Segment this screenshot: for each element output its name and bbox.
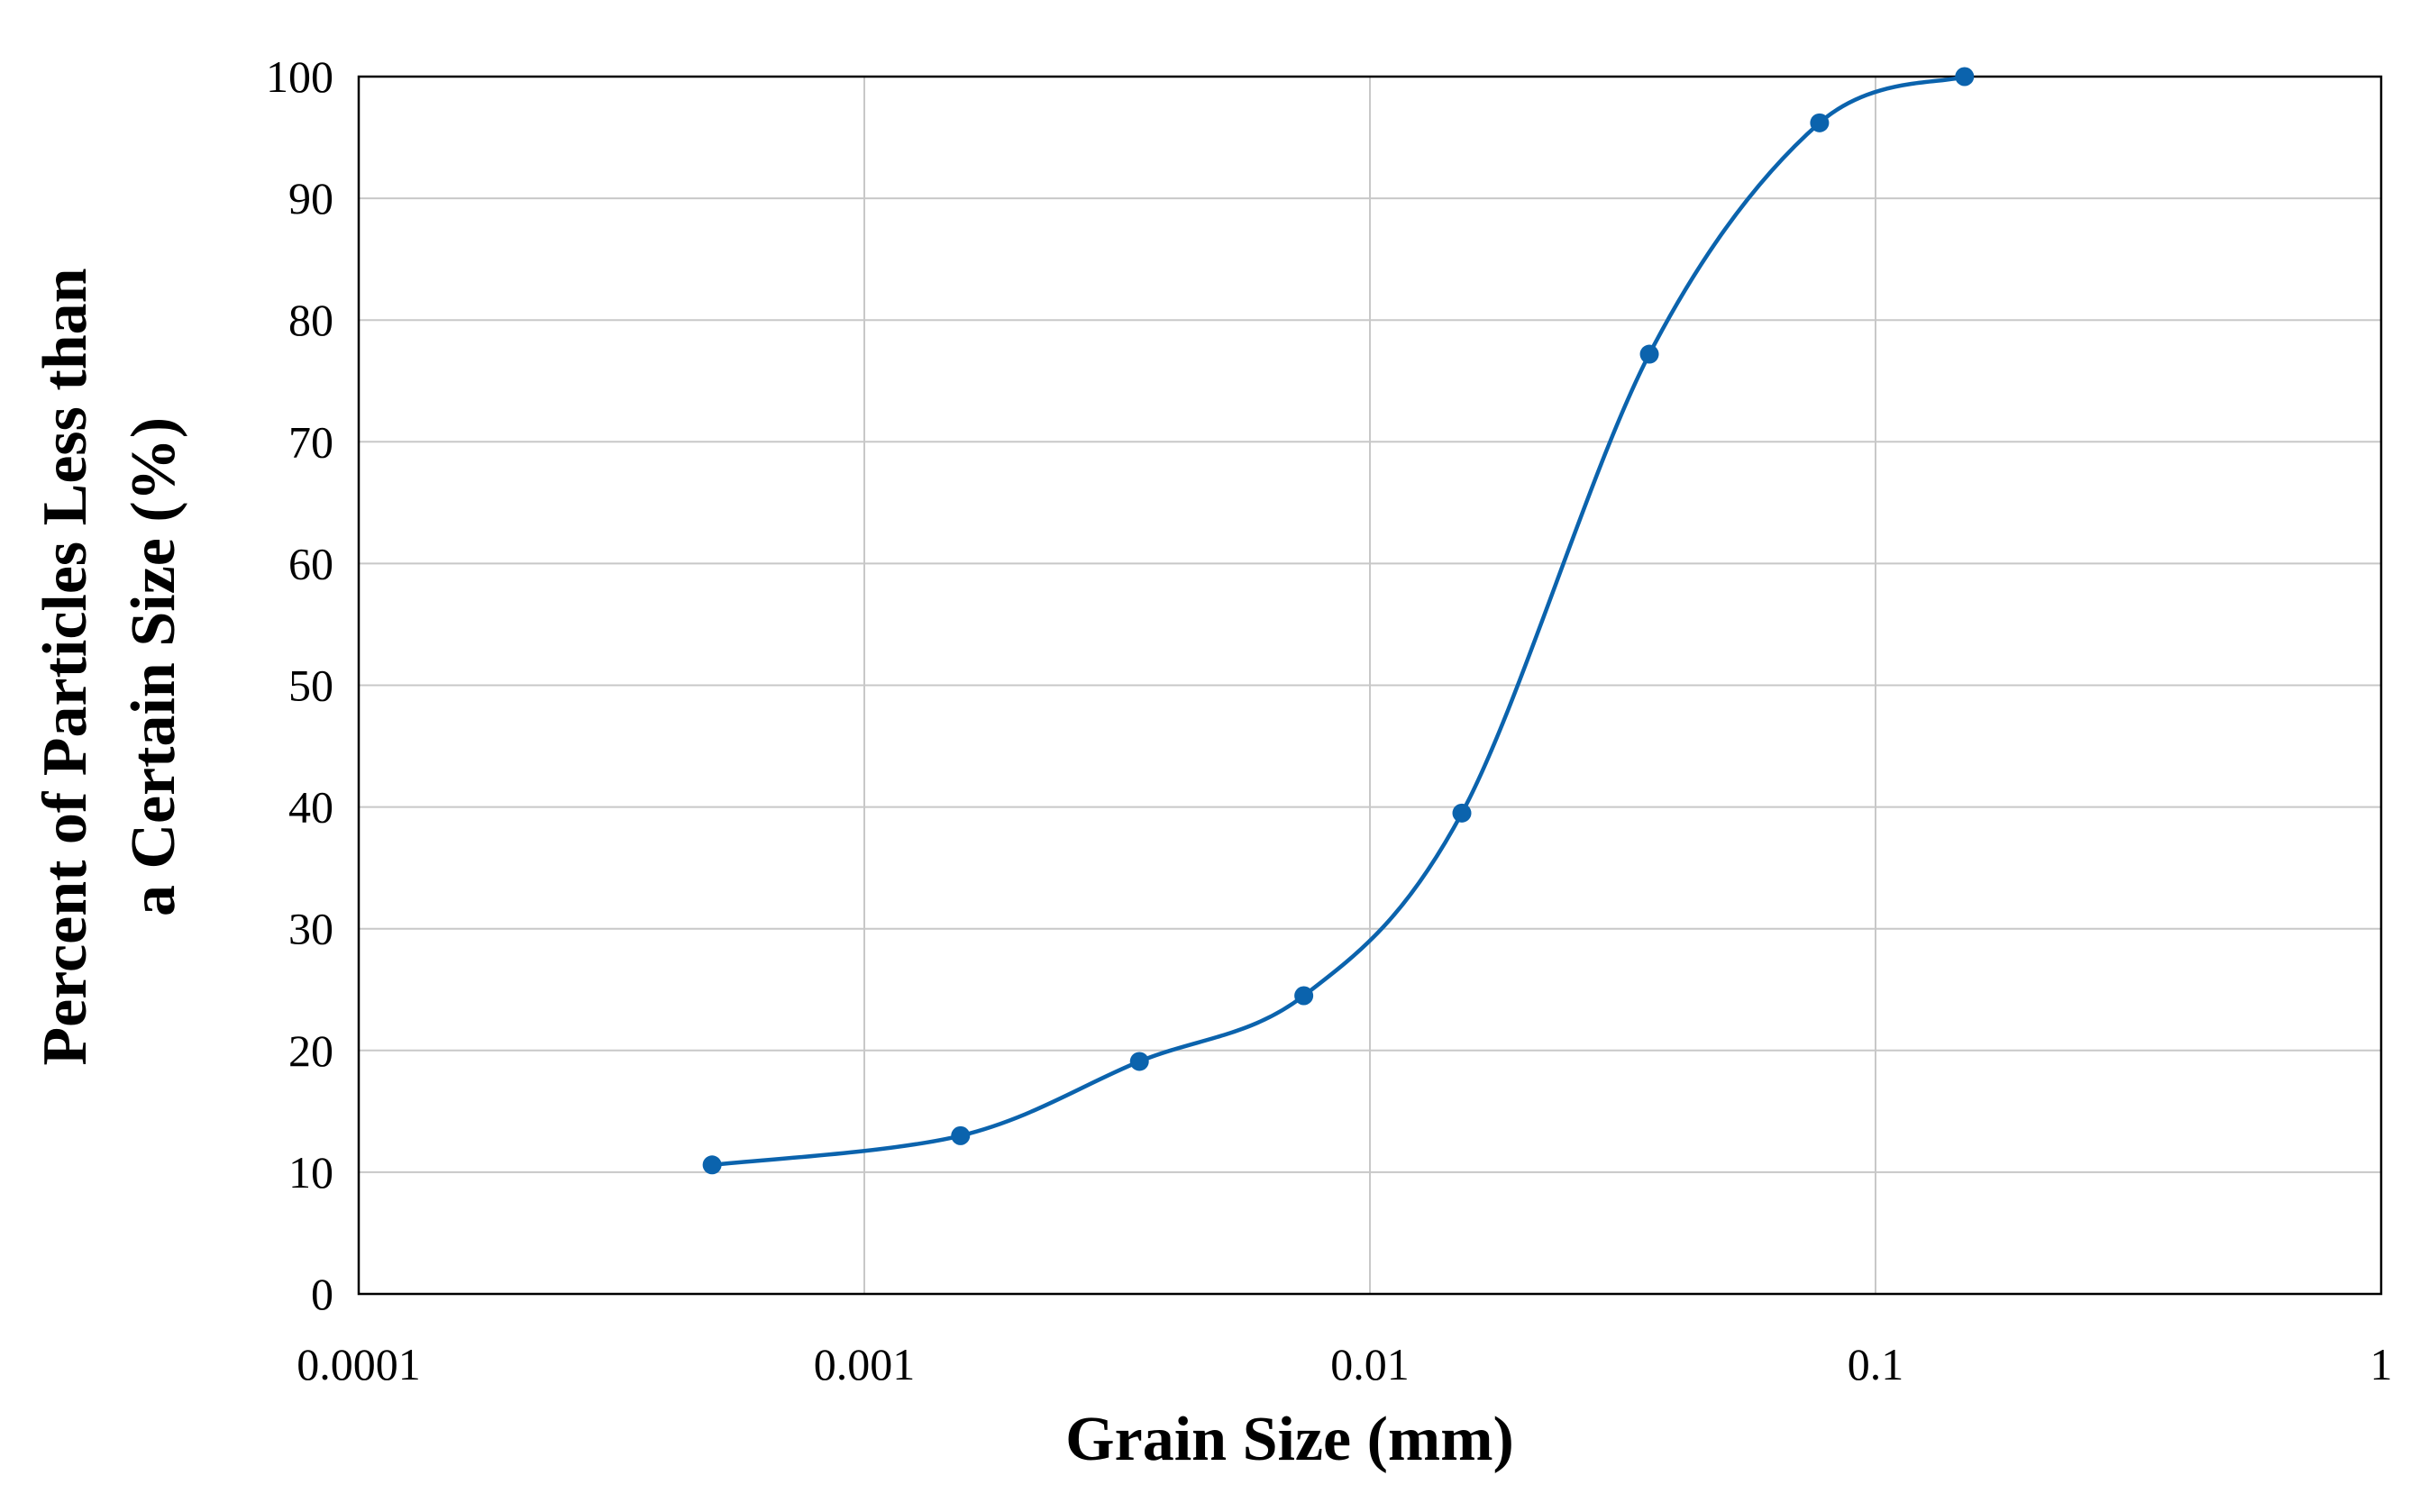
x-axis-title: Grain Size (mm) [1065,1405,1514,1474]
data-point [1955,67,1975,87]
y-tick-label: 40 [288,782,333,833]
grid [359,77,2381,1294]
data-point [951,1125,971,1145]
data-point [1639,344,1659,364]
tick-labels: 0 10 20 30 40 50 60 70 80 90 100 0.0001 0.001 0.01 0.1… [266,51,2393,1389]
x-tick-label: 0.01 [1330,1339,1410,1389]
y-tick-label: 70 [288,416,333,467]
y-tick-label: 60 [288,538,333,588]
x-tick-label: 0.0001 [297,1339,421,1389]
data-point [1810,113,1830,132]
series-line [711,74,1966,1168]
x-tick-label: 1 [2370,1339,2393,1389]
y-tick-label: 10 [288,1147,333,1198]
y-axis-title-line-2: a Certain Size (%) [119,417,188,916]
y-tick-label: 90 [288,173,333,223]
y-tick-label: 20 [288,1025,333,1076]
x-tick-label: 0.1 [1848,1339,1904,1389]
plot-border [357,75,2383,1296]
plot-frame [357,75,2383,1296]
data-point [702,1155,722,1175]
data-point [1294,986,1314,1006]
y-axis-title-line-1: Percent of Particles Less than [31,268,100,1065]
axis-titles: Grain Size (mm) Percent of Particles Les… [31,268,1514,1474]
y-tick-label: 30 [288,904,333,954]
y-tick-label: 100 [266,51,333,102]
data-point [1452,803,1472,823]
y-tick-label: 50 [288,660,333,711]
data-point [1129,1052,1149,1071]
y-tick-label: 0 [311,1269,333,1319]
x-tick-label: 0.001 [814,1339,916,1389]
y-tick-label: 80 [288,295,333,345]
series-layer [702,67,1975,1175]
